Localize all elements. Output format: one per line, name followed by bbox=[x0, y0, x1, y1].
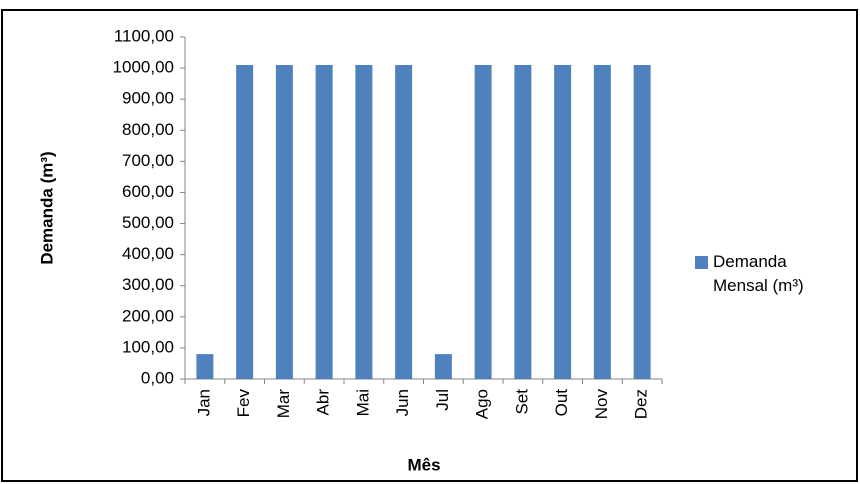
x-tick-label: Dez bbox=[632, 389, 651, 419]
x-tick-label: Nov bbox=[592, 389, 611, 420]
y-tick-label: 500,00 bbox=[122, 213, 174, 232]
y-tick-label: 1100,00 bbox=[114, 26, 174, 45]
y-tick-label: 200,00 bbox=[122, 306, 174, 325]
legend-swatch bbox=[695, 256, 708, 269]
y-tick-label: 900,00 bbox=[122, 89, 174, 108]
y-axis-title: Demanda (m³) bbox=[37, 151, 56, 264]
bar bbox=[315, 64, 333, 380]
y-tick-label: 300,00 bbox=[122, 275, 174, 294]
x-tick-label: Abr bbox=[314, 389, 333, 416]
bar bbox=[275, 64, 293, 380]
x-tick-label: Mai bbox=[353, 389, 372, 416]
bar bbox=[474, 64, 492, 380]
x-tick-label: Jan bbox=[194, 389, 213, 416]
y-tick-label: 400,00 bbox=[122, 244, 174, 263]
x-tick-label: Set bbox=[512, 389, 531, 415]
legend: Demanda Mensal (m³) bbox=[695, 250, 835, 298]
y-tick-label: 800,00 bbox=[122, 120, 174, 139]
bar bbox=[593, 64, 611, 380]
bar bbox=[355, 64, 373, 380]
x-tick-label: Ago bbox=[473, 389, 492, 419]
bar bbox=[434, 354, 452, 379]
bar bbox=[554, 64, 572, 380]
legend-label: Demanda Mensal (m³) bbox=[713, 252, 804, 295]
bar bbox=[196, 354, 214, 379]
chart-border bbox=[1, 9, 858, 482]
x-axis-title: Mês bbox=[407, 455, 440, 474]
y-tick-label: 0,00 bbox=[141, 368, 174, 387]
bar bbox=[236, 64, 254, 380]
x-tick-label: Mar bbox=[274, 389, 293, 419]
x-tick-label: Jul bbox=[433, 389, 452, 411]
x-tick-label: Out bbox=[552, 389, 571, 417]
y-tick-label: 1000,00 bbox=[113, 58, 174, 77]
bar bbox=[633, 64, 651, 380]
bar bbox=[514, 64, 532, 380]
x-tick-label: Fev bbox=[234, 389, 253, 418]
y-tick-label: 100,00 bbox=[122, 337, 174, 356]
bar bbox=[395, 64, 413, 380]
y-tick-label: 600,00 bbox=[122, 182, 174, 201]
y-tick-label: 700,00 bbox=[122, 151, 174, 170]
x-tick-label: Jun bbox=[393, 389, 412, 416]
